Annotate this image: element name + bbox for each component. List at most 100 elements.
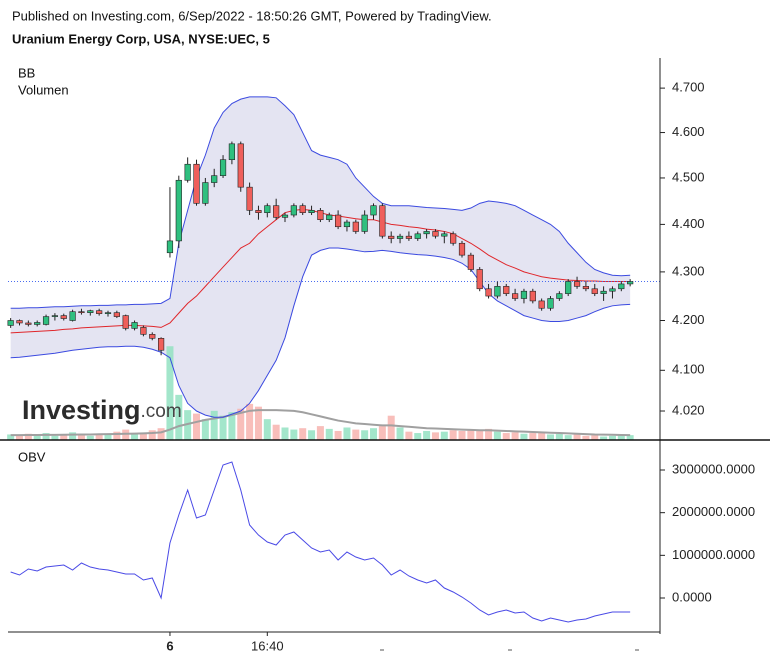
candle-body xyxy=(113,312,120,317)
watermark: Investing.com xyxy=(22,395,182,425)
volume-bar xyxy=(591,435,599,440)
candle-body xyxy=(573,281,581,287)
volume-bar xyxy=(122,429,130,440)
volume-bar xyxy=(378,426,386,440)
volume-bar xyxy=(387,415,395,440)
candle-body xyxy=(326,214,333,221)
volume-bar xyxy=(77,435,85,440)
volume-bar xyxy=(281,427,289,440)
candle-body xyxy=(396,235,404,239)
candle-body xyxy=(69,311,76,321)
candle-body xyxy=(219,159,227,176)
candle-body xyxy=(388,235,395,239)
volume-bar xyxy=(228,412,236,440)
volume-bar xyxy=(113,431,121,440)
volume-bar xyxy=(184,410,192,440)
obv-title: OBV xyxy=(18,449,46,464)
volume-bar xyxy=(582,435,590,440)
volume-bar xyxy=(95,433,103,440)
volume-bar xyxy=(485,428,493,440)
candle-body xyxy=(609,288,616,292)
volume-bar xyxy=(254,406,262,440)
candle-body xyxy=(60,315,67,319)
candle-body xyxy=(476,269,483,290)
volume-bar xyxy=(467,429,475,440)
candle-body xyxy=(582,286,590,290)
watermark-suffix: .com xyxy=(141,401,182,422)
candle-body xyxy=(529,290,536,302)
candle-body xyxy=(42,316,50,325)
candle-body xyxy=(591,288,598,294)
volume-bar xyxy=(529,433,537,440)
candle-body xyxy=(414,233,421,239)
candle-body xyxy=(308,210,315,213)
volume-bar xyxy=(210,410,218,440)
candle-body xyxy=(352,221,359,232)
indicator-label: Volumen xyxy=(18,82,69,97)
candle-body xyxy=(290,205,297,216)
volume-bar xyxy=(237,408,245,440)
candle-body xyxy=(627,281,634,285)
volume-bar xyxy=(600,436,608,440)
candle-body xyxy=(458,242,466,256)
y-tick-label: 4.200 xyxy=(672,312,705,327)
candle-body xyxy=(131,322,138,329)
candle-body xyxy=(317,210,324,221)
candle-body xyxy=(441,233,448,237)
candle-body xyxy=(140,327,147,335)
volume-bar xyxy=(352,429,360,440)
marks: 4.700 4.600 4.500 4.400 4.300 4.200 4.100 4.020… xyxy=(7,80,755,653)
candle-body xyxy=(122,315,129,329)
y-tick-label: 4.400 xyxy=(672,216,705,231)
published-note: Published on Investing.com, 6/Sep/2022 -… xyxy=(12,8,492,23)
volume-bar xyxy=(502,433,510,440)
watermark-brand: Investing xyxy=(22,395,141,425)
volume-bar xyxy=(564,435,572,440)
candle-body xyxy=(149,334,156,339)
volume-bar xyxy=(246,403,254,440)
candle-body xyxy=(370,205,377,216)
y-tick-label: 3000000.0000 xyxy=(672,461,755,476)
volume-bar xyxy=(51,435,59,440)
x-tick-label: 16:40 xyxy=(251,638,284,653)
candle-body xyxy=(343,221,351,228)
candle-body xyxy=(379,205,386,237)
volume-bar xyxy=(42,433,50,440)
candle-body xyxy=(405,235,413,239)
volume-bar xyxy=(431,432,439,440)
y-tick-label: 4.300 xyxy=(672,263,705,278)
y-tick-label: 1000000.0000 xyxy=(672,547,755,562)
candle-body xyxy=(565,281,572,294)
candle-body xyxy=(237,143,244,188)
volume-bar xyxy=(423,430,431,440)
obv-line xyxy=(10,461,631,623)
volume-bar xyxy=(157,428,165,440)
volume-bar xyxy=(440,431,448,440)
bb-lower-line xyxy=(10,247,631,418)
volume-bar xyxy=(396,427,404,440)
volume-bar xyxy=(361,430,369,440)
candle-body xyxy=(34,322,41,325)
volume-bar xyxy=(405,431,413,440)
volume-bar xyxy=(272,424,280,440)
volume-bar xyxy=(449,430,457,440)
volume-bar xyxy=(175,394,183,440)
indicator-label: BB xyxy=(18,65,35,80)
y-tick-label: 4.100 xyxy=(672,362,705,377)
candle-body xyxy=(51,315,59,317)
candle-body xyxy=(335,214,342,228)
candle-body xyxy=(184,163,191,181)
candle-body xyxy=(547,298,554,309)
volume-bar xyxy=(148,430,156,440)
candle-body xyxy=(158,337,165,351)
volume-bar xyxy=(166,346,174,440)
volume-bar xyxy=(290,429,298,440)
candle-body xyxy=(87,310,94,313)
candle-body xyxy=(512,293,519,299)
candle-body xyxy=(193,163,200,204)
volume-bar xyxy=(219,415,227,440)
candle-body xyxy=(361,214,368,232)
candle-body xyxy=(538,300,545,309)
volume-bar xyxy=(193,413,201,440)
